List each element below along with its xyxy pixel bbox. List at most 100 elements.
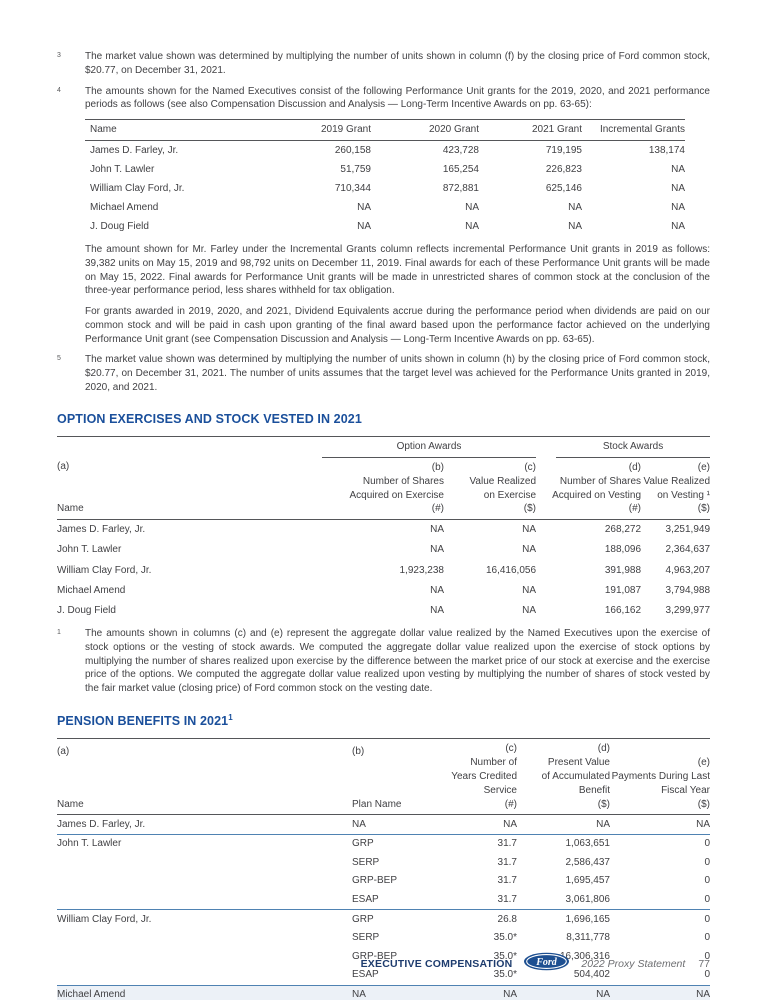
table-cell: 710,344 xyxy=(334,182,371,194)
table-cell: William Clay Ford, Jr. xyxy=(57,564,152,576)
table-cell: 0 xyxy=(704,838,710,850)
section-title-superscript: 1 xyxy=(228,712,233,722)
footnote-marker: 1 xyxy=(57,628,61,636)
footnote-text: The amounts shown in columns (c) and (e)… xyxy=(85,627,710,695)
table-cell: NA xyxy=(352,985,442,1000)
table-row: Michael Amend NA NA 191,087 3,794,988 xyxy=(57,581,710,601)
table-cell: 16,416,056 xyxy=(485,564,537,576)
section-title-pension-benefits: PENSION BENEFITS IN 20211 xyxy=(57,712,710,730)
table-cell: NA xyxy=(568,220,582,232)
section-title-option-exercises: OPTION EXERCISES AND STOCK VESTED IN 202… xyxy=(57,411,362,426)
table-row: SERP 35.0* 8,311,778 0 xyxy=(57,929,710,948)
footer-page-number: 77 xyxy=(698,957,710,970)
table-cell: ESAP xyxy=(352,965,442,986)
table-cell: 166,162 xyxy=(604,604,642,616)
option-exercises-table: Option Awards Stock Awards (a) Name (b) … xyxy=(57,436,711,621)
table-cell: 1,695,457 xyxy=(565,875,611,887)
table-cell: NA xyxy=(430,544,444,556)
table-cell: GRP xyxy=(352,913,374,925)
table-cell: NA xyxy=(442,814,517,835)
table-row: James D. Farley, Jr. NA NA NA NA xyxy=(57,814,710,835)
table-cell: NA xyxy=(357,220,371,232)
table-cell: NA xyxy=(465,201,479,213)
column-label: Name xyxy=(57,503,84,515)
footnote-marker: 4 xyxy=(57,86,61,94)
table-cell: J. Doug Field xyxy=(90,220,149,232)
table-cell: 16,306,316 xyxy=(559,950,610,962)
table-row: ESAP 31.7 3,061,806 0 xyxy=(57,890,710,911)
table-cell: NA xyxy=(671,201,685,213)
column-label: Plan Name xyxy=(352,798,402,810)
column-header: (d) Present Value of Accumulated Benefit… xyxy=(517,738,610,816)
table-cell: ESAP xyxy=(352,890,442,911)
performance-unit-grants-table: Name 2019 Grant 2020 Grant 2021 Grant In… xyxy=(85,119,685,236)
table-cell: William Clay Ford, Jr. xyxy=(90,182,185,194)
column-letter: (a) xyxy=(57,746,70,758)
table-cell: 35.0* xyxy=(493,950,517,962)
group-header-option-awards: Option Awards xyxy=(322,437,537,458)
table-cell: 26.8 xyxy=(497,913,517,925)
table-cell: 31.7 xyxy=(442,890,517,911)
table-row: Michael Amend NA NA NA NA xyxy=(57,985,710,1000)
table-row: John T. Lawler GRP 31.7 1,063,651 0 xyxy=(57,834,710,853)
table-cell: 0 xyxy=(704,856,710,868)
table-cell: 0 xyxy=(610,965,710,986)
table-cell: 391,988 xyxy=(604,564,642,576)
table-row: James D. Farley, Jr. 260,158 423,728 719,19… xyxy=(85,140,685,159)
table-cell: 35.0* xyxy=(493,932,517,944)
column-header: 2019 Grant xyxy=(263,119,371,141)
table-cell: 51,759 xyxy=(340,163,371,175)
table-cell: SERP xyxy=(352,932,380,944)
column-header-name: (a) Name xyxy=(57,738,352,816)
group-header-label: Option Awards xyxy=(322,440,537,458)
column-header: (e) Payments During Last Fiscal Year ($) xyxy=(610,738,710,816)
option-table-footnote: 1 The amounts shown in columns (c) and (… xyxy=(57,627,710,696)
table-cell: NA xyxy=(430,584,444,596)
table-cell: SERP xyxy=(352,856,380,868)
column-header-name: (a) Name xyxy=(57,457,322,521)
table-cell: 2,586,437 xyxy=(565,856,611,868)
footer-document-label: 2022 Proxy Statement xyxy=(581,957,686,970)
table-cell xyxy=(57,890,352,911)
table-cell: James D. Farley, Jr. xyxy=(57,814,352,835)
table-row: William Clay Ford, Jr. 710,344 872,881 625,… xyxy=(85,179,685,198)
table-cell: NA xyxy=(671,220,685,232)
table-cell: NA xyxy=(522,544,537,556)
table-cell: NA xyxy=(522,584,537,596)
table-cell: 1,696,165 xyxy=(565,913,611,925)
table-row: J. Doug Field NA NA 166,162 3,299,977 xyxy=(57,601,710,621)
table-cell: 3,061,806 xyxy=(517,890,610,911)
table-cell: NA xyxy=(568,201,582,213)
column-header: (c) Value Realized on Exercise ($) xyxy=(444,457,537,521)
table-cell: 3,251,949 xyxy=(665,524,711,536)
table-cell xyxy=(57,854,352,873)
table-cell: John T. Lawler xyxy=(57,838,122,850)
table-cell: 188,096 xyxy=(604,544,642,556)
table-cell: 0 xyxy=(704,932,710,944)
footnote-text: The amounts shown for the Named Executiv… xyxy=(85,85,710,111)
table-cell: 3,794,988 xyxy=(665,584,711,596)
table-cell: John T. Lawler xyxy=(57,544,122,556)
table-cell: NA xyxy=(522,524,537,536)
table-cell: 165,254 xyxy=(442,163,479,175)
table-cell: 0 xyxy=(610,890,710,911)
table-row: GRP-BEP 35.0* 16,306,316 0 xyxy=(57,947,710,966)
table-cell: NA xyxy=(442,985,517,1000)
table-cell: NA xyxy=(671,182,685,194)
table-cell: John T. Lawler xyxy=(90,163,155,175)
table-row: John T. Lawler NA NA 188,096 2,364,637 xyxy=(57,540,710,560)
table-cell: 138,174 xyxy=(648,144,685,156)
table-cell: 0 xyxy=(704,913,710,925)
column-header: 2020 Grant xyxy=(371,119,479,141)
table-cell: William Clay Ford, Jr. xyxy=(57,913,152,925)
table-cell: 1,923,238 xyxy=(399,564,445,576)
table-cell: 423,728 xyxy=(442,144,479,156)
table-cell: 191,087 xyxy=(604,584,642,596)
table-cell: 504,402 xyxy=(517,965,610,986)
table-cell: NA xyxy=(517,985,610,1000)
table-cell: NA xyxy=(430,604,444,616)
pension-benefits-table: (a) Name (b) Plan Name (c) Number of Yea… xyxy=(57,738,710,1000)
table-cell xyxy=(57,947,352,966)
table-row: J. Doug Field NA NA NA NA xyxy=(85,217,685,236)
table-row: SERP 31.7 2,586,437 0 xyxy=(57,854,710,873)
